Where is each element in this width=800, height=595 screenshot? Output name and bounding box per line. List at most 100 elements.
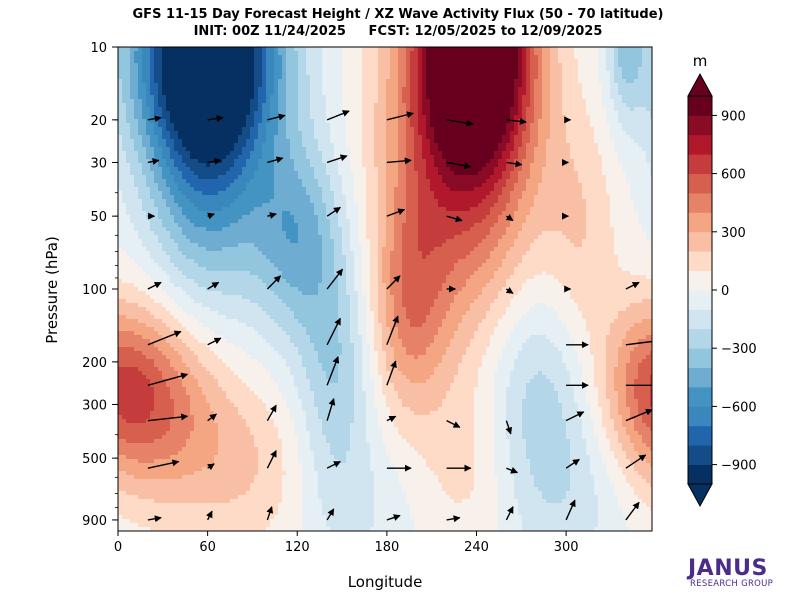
heat-cell (118, 263, 123, 268)
heat-cell (266, 187, 271, 192)
heat-cell (206, 303, 211, 308)
heat-cell (234, 159, 239, 164)
heat-cell (218, 495, 223, 500)
heat-cell (250, 491, 255, 496)
heat-cell (206, 127, 211, 132)
heat-cell (122, 91, 127, 96)
heat-cell (242, 435, 247, 440)
heat-cell (146, 347, 151, 352)
heat-cell (226, 459, 231, 464)
heat-cell (262, 207, 267, 212)
heat-cell (170, 191, 175, 196)
heat-cell (266, 171, 271, 176)
heat-cell (194, 75, 199, 80)
heat-cell (162, 367, 167, 372)
heat-cell (178, 91, 183, 96)
heat-cell (266, 351, 271, 356)
heat-cell (210, 63, 215, 68)
heat-cell (166, 279, 171, 284)
heat-cell (258, 75, 263, 80)
heat-cell (182, 75, 187, 80)
heat-cell (142, 151, 147, 156)
heat-cell (142, 87, 147, 92)
heat-cell (214, 467, 219, 472)
heat-cell (126, 407, 131, 412)
heat-cell (234, 471, 239, 476)
heat-cell (250, 319, 255, 324)
heat-cell (254, 375, 259, 380)
heat-cell (222, 159, 227, 164)
heat-cell (126, 219, 131, 224)
heat-cell (254, 163, 259, 168)
heat-cell (222, 431, 227, 436)
heat-cell (154, 271, 159, 276)
heat-cell (158, 219, 163, 224)
heat-cell (162, 51, 167, 56)
heat-cell (238, 119, 243, 124)
heat-cell (210, 223, 215, 228)
heat-cell (226, 67, 231, 72)
heat-cell (210, 51, 215, 56)
heat-cell (150, 219, 155, 224)
heat-cell (214, 375, 219, 380)
heat-cell (158, 267, 163, 272)
heat-cell (226, 387, 231, 392)
heat-cell (178, 383, 183, 388)
heat-cell (122, 63, 127, 68)
heat-cell (178, 215, 183, 220)
heat-cell (162, 383, 167, 388)
heat-cell (182, 139, 187, 144)
heat-cell (142, 47, 147, 52)
heat-cell (154, 299, 159, 304)
heat-cell (174, 235, 179, 240)
heat-cell (154, 323, 159, 328)
heat-cell (190, 303, 195, 308)
heat-cell (226, 215, 231, 220)
heat-cell (126, 51, 131, 56)
heat-cell (142, 243, 147, 248)
heat-cell (166, 107, 171, 112)
heat-cell (230, 523, 235, 528)
heat-cell (258, 291, 263, 296)
heat-cell (130, 215, 135, 220)
heat-cell (198, 523, 203, 528)
heat-cell (142, 283, 147, 288)
heat-cell (150, 131, 155, 136)
heat-cell (122, 179, 127, 184)
heat-cell (134, 107, 139, 112)
heat-cell (206, 267, 211, 272)
heat-cell (198, 259, 203, 264)
heat-cell (242, 463, 247, 468)
heat-cell (130, 211, 135, 216)
heat-cell (270, 435, 275, 440)
heat-cell (186, 107, 191, 112)
heat-cell (174, 267, 179, 272)
heat-cell (266, 147, 271, 152)
heat-cell (202, 495, 207, 500)
heat-cell (274, 151, 279, 156)
heat-cell (138, 239, 143, 244)
heat-cell (162, 375, 167, 380)
heat-cell (150, 271, 155, 276)
heat-cell (226, 143, 231, 148)
heat-cell (186, 79, 191, 84)
heat-cell (282, 127, 287, 132)
heat-cell (158, 235, 163, 240)
heat-cell (242, 155, 247, 160)
heat-cell (274, 527, 279, 531)
heat-cell (214, 395, 219, 400)
heat-cell (162, 503, 167, 508)
heat-cell (250, 107, 255, 112)
heat-cell (214, 115, 219, 120)
heat-cell (262, 291, 267, 296)
heat-cell (134, 71, 139, 76)
heat-cell (138, 375, 143, 380)
heat-cell (138, 403, 143, 408)
heat-cell (202, 227, 207, 232)
heat-cell (158, 147, 163, 152)
heat-cell (186, 311, 191, 316)
heat-cell (202, 111, 207, 116)
heat-cell (226, 523, 231, 528)
heat-cell (198, 403, 203, 408)
heat-cell (266, 303, 271, 308)
